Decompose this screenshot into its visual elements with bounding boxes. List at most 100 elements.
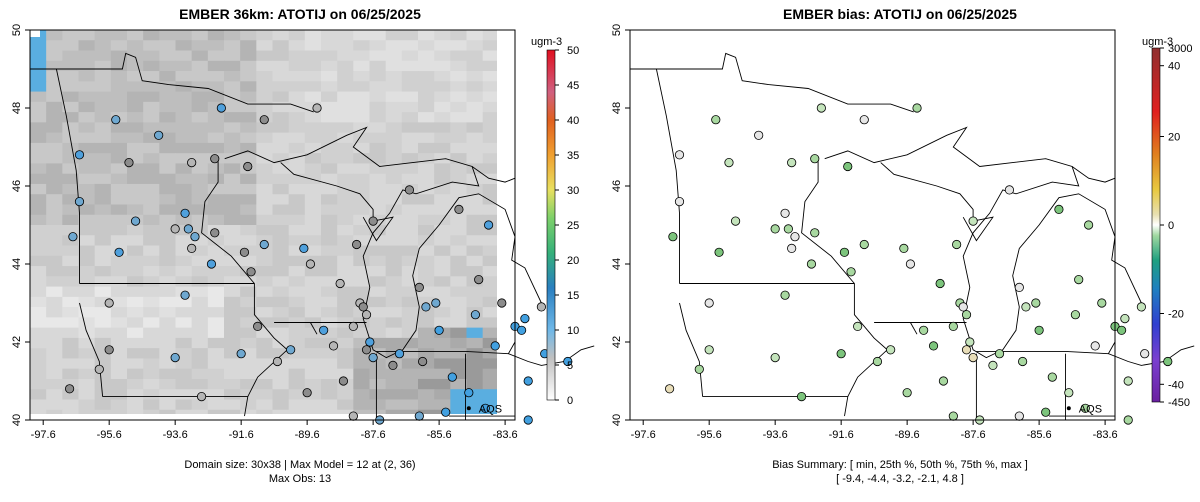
model-grid-cell <box>418 276 435 287</box>
bias-obs-point <box>1047 372 1057 382</box>
model-obs-point <box>302 388 312 398</box>
model-grid-cell <box>401 50 419 62</box>
model-grid-cell <box>466 60 484 72</box>
model-grid-cell <box>159 101 176 113</box>
model-grid-cell <box>450 368 467 380</box>
model-grid-cell <box>110 317 128 329</box>
model-grid-cell <box>30 204 47 216</box>
bias-y-tick-label: 48 <box>611 102 623 114</box>
model-grid-cell <box>288 368 306 380</box>
bias-obs-point <box>912 103 922 113</box>
model-grid-cell <box>143 132 160 144</box>
model-grid-cell <box>240 358 257 370</box>
model-grid-cell <box>450 142 467 154</box>
model-obs-point <box>246 267 256 277</box>
model-obs-point <box>210 228 220 238</box>
model-domain-edge <box>497 30 515 420</box>
model-grid-cell <box>450 317 467 329</box>
model-grid-cell <box>288 276 306 287</box>
model-grid-cell <box>78 112 96 123</box>
model-grid-cell <box>256 327 273 339</box>
model-grid-cell <box>482 50 500 62</box>
model-grid-cell <box>304 296 322 308</box>
model-grid-cell <box>369 255 387 267</box>
model-grid-cell <box>240 368 257 380</box>
model-grid-cell <box>207 142 225 154</box>
model-grid-cell <box>434 317 451 329</box>
model-obs-point <box>348 321 358 331</box>
model-grid-cell <box>321 132 338 144</box>
model-grid-cell <box>385 30 403 41</box>
model-grid-cell <box>46 255 63 267</box>
model-grid-cell <box>240 30 257 41</box>
model-obs-point <box>68 232 78 242</box>
map-boundary-line <box>655 68 680 284</box>
model-grid-cell <box>272 327 290 339</box>
model-y-tick-label: 40 <box>11 414 23 426</box>
model-grid-cell <box>418 286 435 298</box>
model-grid-cell <box>191 245 209 257</box>
model-domain-edge <box>30 414 515 420</box>
model-grid-cell <box>78 91 96 103</box>
model-obs-point <box>170 224 180 234</box>
model-grid-cell <box>369 276 387 287</box>
model-grid-cell <box>46 30 63 41</box>
model-obs-point <box>305 259 316 269</box>
model-grid-cell <box>401 81 419 92</box>
model-grid-cell <box>288 214 306 226</box>
model-grid-cell <box>191 153 209 164</box>
model-grid-cell <box>159 307 176 318</box>
model-grid-cell <box>385 399 403 411</box>
model-x-tick-label: -85.6 <box>427 429 452 441</box>
model-grid-cell <box>46 153 63 164</box>
model-grid-cell <box>450 307 467 318</box>
model-grid-cell <box>401 348 419 359</box>
model-grid-cell <box>127 276 144 287</box>
model-grid-cell <box>369 286 387 298</box>
model-grid-cell <box>353 40 370 51</box>
model-grid-cell <box>353 101 370 113</box>
model-grid-cell <box>207 378 225 390</box>
model-grid-cell <box>353 368 370 380</box>
model-legend-tick-label: 10 <box>567 325 579 337</box>
model-grid-cell <box>46 286 63 298</box>
model-grid-cell <box>240 101 257 113</box>
model-grid-cell <box>224 225 241 236</box>
model-grid-cell <box>78 317 96 329</box>
model-grid-cell <box>94 91 112 103</box>
bias-obs-point <box>674 197 685 207</box>
model-x-tick-label: -97.6 <box>31 429 56 441</box>
model-grid-cell <box>434 60 451 72</box>
model-grid-cell <box>466 389 484 400</box>
bias-legend-tick-label: -20 <box>1168 309 1184 321</box>
model-grid-cell <box>321 358 338 370</box>
model-grid-cell <box>256 30 273 41</box>
model-grid-cell <box>224 91 241 103</box>
model-grid-cell <box>159 91 176 103</box>
model-grid-cell <box>353 50 370 62</box>
model-grid-cell <box>466 327 484 339</box>
model-grid-cell <box>337 389 354 400</box>
model-grid-cell <box>143 348 160 359</box>
model-grid-cell <box>78 122 96 134</box>
bias-obs-point <box>1064 388 1074 398</box>
model-grid-cell <box>304 163 322 175</box>
model-grid-cell <box>272 286 290 298</box>
model-grid-cell <box>385 235 403 246</box>
model-grid-cell <box>207 132 225 144</box>
bias-obs-point <box>902 388 912 398</box>
model-grid-cell <box>466 245 484 257</box>
model-grid-cell <box>240 286 257 298</box>
model-grid-cell <box>94 327 112 339</box>
model-grid-cell <box>207 50 225 62</box>
model-obs-point <box>299 243 309 253</box>
model-grid-cell <box>272 40 290 51</box>
model-grid-cell <box>62 245 79 257</box>
model-grid-cell <box>127 337 144 349</box>
model-grid-cell <box>369 30 387 41</box>
model-grid-cell <box>240 317 257 329</box>
model-grid-cell <box>272 337 290 349</box>
model-grid-cell <box>418 225 435 236</box>
model-grid-cell <box>418 194 435 205</box>
model-grid-cell <box>401 327 419 339</box>
